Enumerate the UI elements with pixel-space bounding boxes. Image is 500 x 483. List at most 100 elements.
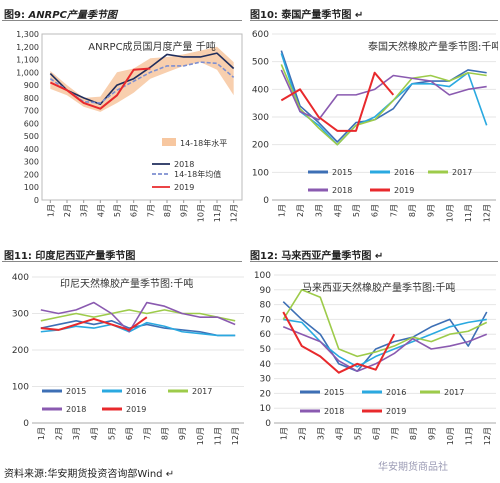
x-tick-label: 10月 <box>196 204 205 222</box>
fig11-header: 图11: 印度尼西亚产量季节图 <box>4 247 135 262</box>
x-tick-label: 12月 <box>231 427 240 445</box>
y-tick-label: 900 <box>24 81 39 90</box>
y-tick-label: 100 <box>12 383 29 393</box>
y-tick-label: 700 <box>24 107 39 116</box>
source-footer: 资料来源:华安期货投资咨询部Wind ↵ <box>4 465 174 480</box>
y-tick-label: 30 <box>260 375 272 385</box>
series-line-2017 <box>280 64 487 146</box>
y-tick-label: 1,000 <box>16 68 39 77</box>
legend-label-2018: 2018 <box>332 186 352 195</box>
legend-label-2015: 2015 <box>332 168 352 177</box>
legend-label-2019: 2019 <box>126 405 146 414</box>
fig10-caption: 泰国产量季节图 <box>281 10 352 21</box>
legend-label-2019: 2019 <box>174 183 194 192</box>
y-tick-label: 40 <box>260 360 272 370</box>
x-tick-label: 3月 <box>80 204 89 217</box>
plot-frame <box>41 33 243 201</box>
y-tick-label: 50 <box>260 345 272 355</box>
x-tick-label: 4月 <box>90 427 99 440</box>
x-tick-label: 6月 <box>371 204 380 217</box>
chart-title: ANRPC成员国月度产量 千吨 <box>88 40 215 53</box>
x-tick-label: 6月 <box>372 427 381 440</box>
fig12-rule <box>250 261 498 262</box>
source-text: 资料来源:华安期货投资咨询部Wind <box>4 469 163 480</box>
x-tick-label: 1月 <box>277 204 286 217</box>
legend-label-2016: 2016 <box>394 168 414 177</box>
x-tick-label: 2月 <box>296 204 305 217</box>
legend-swatch-band <box>162 138 176 146</box>
x-tick-label: 12月 <box>483 204 492 222</box>
legend-label-2016: 2016 <box>386 388 406 397</box>
fig12-label: 图12: <box>250 251 278 262</box>
legend-label-14-18年均值: 14-18年均值 <box>174 169 221 179</box>
fig9-label: 图9: <box>4 10 25 21</box>
fig12-chart: 0 10 20 30 40 50 60 70 80 90 100 1月 2月 3月 4月 5月 6月 7月 8月 9月… <box>254 271 496 445</box>
source-mark: ↵ <box>165 469 175 480</box>
y-tick-label: 300 <box>252 113 269 123</box>
series-line-2017 <box>282 288 488 358</box>
x-tick-label: 6月 <box>130 204 139 217</box>
y-tick-label: 100 <box>252 168 269 178</box>
fig10-mark: ↵ <box>354 10 364 21</box>
y-tick-label: 80 <box>260 301 272 311</box>
x-tick-label: 5月 <box>108 427 117 440</box>
legend-label-band: 14-18年水平 <box>180 138 227 148</box>
fig9-header: 图9: ANRPC产量季节图 <box>4 6 117 21</box>
x-tick-label: 2月 <box>55 427 64 440</box>
series-line-2016 <box>280 53 488 146</box>
y-tick-label: 400 <box>252 85 269 95</box>
fig10-header: 图10: 泰国产量季节图 ↵ <box>250 6 363 21</box>
x-tick-label: 11月 <box>214 427 223 445</box>
fig10-label: 图10: <box>250 10 278 21</box>
series-line-2015 <box>40 319 236 337</box>
y-tick-label: 70 <box>260 315 272 325</box>
legend-label-2017: 2017 <box>444 388 464 397</box>
chart-title: 印尼天然橡胶产量季节图:千吨 <box>60 277 193 290</box>
legend-label-2018: 2018 <box>66 405 86 414</box>
y-tick-label: 60 <box>260 330 272 340</box>
x-tick-label: 10月 <box>196 427 205 445</box>
legend-label-2018: 2018 <box>324 407 344 416</box>
y-tick-label: 600 <box>24 119 39 128</box>
series-line-2018 <box>40 301 236 333</box>
series-line-2016 <box>283 318 487 368</box>
chart-title: 马来西亚天然橡胶产量季节图:千吨 <box>302 281 455 294</box>
y-tick-label: 20 <box>260 389 272 399</box>
x-tick-label: 1月 <box>46 204 55 217</box>
x-tick-label: 5月 <box>352 204 361 217</box>
series-line-2019 <box>282 311 396 374</box>
x-tick-label: 9月 <box>427 427 436 440</box>
y-tick-label: 200 <box>252 141 269 151</box>
series-line-2017 <box>40 309 236 322</box>
fig12-header: 图12: 马来西亚产量季节图 ↵ <box>250 247 383 262</box>
x-tick-label: 2月 <box>298 427 307 440</box>
x-tick-label: 8月 <box>409 427 418 440</box>
legend-label-2017: 2017 <box>452 168 472 177</box>
y-tick-label: 1,100 <box>16 56 39 65</box>
y-tick-label: 0 <box>263 196 269 206</box>
fig11-rule <box>2 261 242 262</box>
fig10-rule <box>250 20 498 21</box>
series-line-2015 <box>282 301 488 372</box>
fig11-caption: 印度尼西亚产量季节图 <box>35 251 136 262</box>
x-tick-label: 12月 <box>483 427 492 445</box>
y-tick-label: 300 <box>12 310 29 320</box>
x-tick-label: 5月 <box>353 427 362 440</box>
fig11-label: 图11: <box>4 251 32 262</box>
chart-title: 泰国天然橡胶产量季节图:千吨 <box>368 40 498 53</box>
x-tick-label: 10月 <box>445 204 454 222</box>
y-tick-label: 200 <box>12 346 29 356</box>
series-line-2015 <box>280 50 487 143</box>
series-line-2019 <box>40 316 148 331</box>
x-tick-label: 7月 <box>143 427 152 440</box>
y-tick-label: 1,300 <box>16 30 39 39</box>
x-tick-label: 8月 <box>161 427 170 440</box>
x-tick-label: 8月 <box>163 204 172 217</box>
fig12-mark: ↵ <box>374 251 384 262</box>
band-area <box>50 46 234 112</box>
y-tick-label: 10 <box>260 404 272 414</box>
x-tick-label: 7月 <box>389 204 398 217</box>
x-tick-label: 9月 <box>180 204 189 217</box>
y-tick-label: 200 <box>24 170 39 179</box>
y-tick-label: 0 <box>23 419 29 429</box>
